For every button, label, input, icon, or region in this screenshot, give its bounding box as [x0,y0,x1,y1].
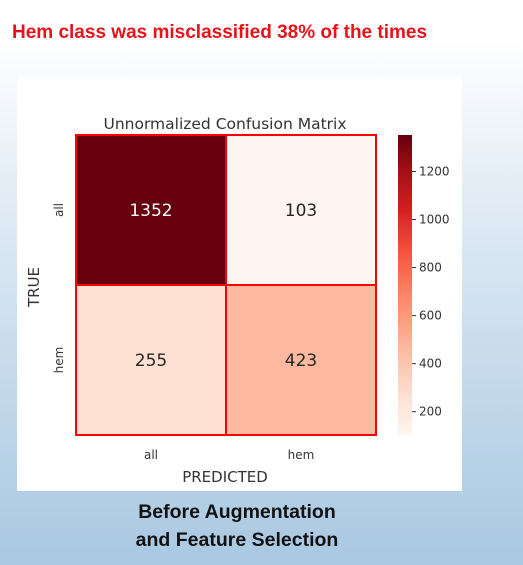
x-axis-label: PREDICTED [182,468,268,486]
caption-line-1: Before Augmentation [138,501,336,523]
y-tick-label-hem: hem [52,347,66,374]
caption-line-2: and Feature Selection [135,529,339,551]
colorbar-tick-label-600: 600 [419,309,442,323]
heatmap-cell-hem-hem [225,284,377,436]
cell-value-all-all: 1352 [129,201,172,221]
colorbar [398,135,412,435]
colorbar-tick-label-200: 200 [419,405,442,419]
chart-title: Unnormalized Confusion Matrix [103,115,346,133]
caption: Before Augmentation and Feature Selectio… [0,498,474,554]
cell-value-hem-all: 255 [135,351,167,371]
cell-value-all-hem: 103 [285,201,317,221]
heatmap-cell-all-all [75,134,227,286]
y-axis-label: TRUE [25,267,43,308]
x-tick-label-all: all [144,448,158,462]
colorbar-tick-label-1000: 1000 [419,213,450,227]
heatmap-cell-all-hem [225,134,377,286]
confusion-matrix-chart: Unnormalized Confusion Matrix 1352 103 255… [25,115,450,486]
y-tick-label-all: all [52,203,66,217]
x-tick-label-hem: hem [288,448,315,462]
colorbar-tick-label-800: 800 [419,261,442,275]
cell-value-hem-hem: 423 [285,351,317,371]
colorbar-tick-label-1200: 1200 [419,165,450,179]
headline: Hem class was misclassified 38% of the t… [12,22,428,43]
colorbar-tick-label-400: 400 [419,357,442,371]
heatmap-cell-hem-all [75,284,227,436]
chart-panel: Unnormalized Confusion Matrix 1352 103 255… [17,77,462,491]
